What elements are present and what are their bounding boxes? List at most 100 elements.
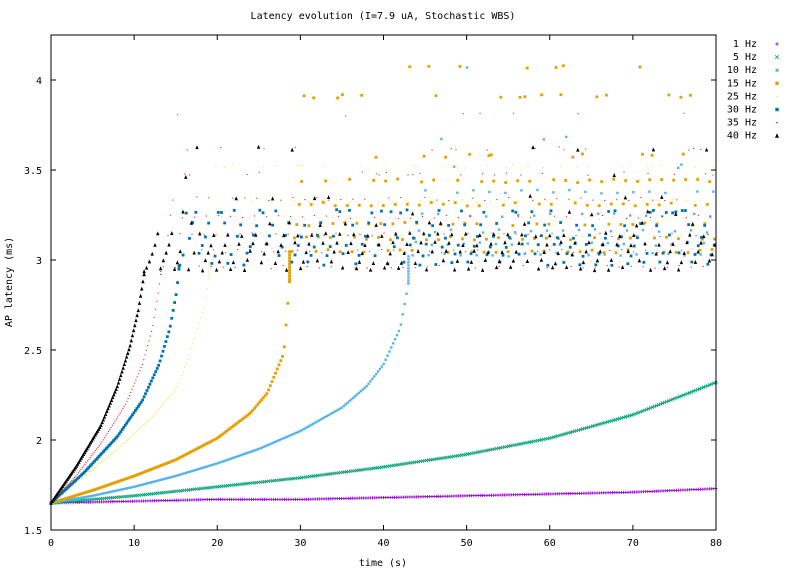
data-point [293, 432, 296, 435]
data-point [79, 470, 81, 472]
data-point [230, 425, 234, 429]
data-point [274, 440, 277, 444]
data-point [100, 443, 102, 445]
data-point [702, 241, 705, 245]
data-point [587, 166, 589, 168]
data-point [72, 484, 75, 486]
data-point [116, 480, 120, 484]
data-point [587, 240, 591, 245]
data-point [362, 250, 366, 254]
data-point [172, 267, 177, 271]
data-point [648, 210, 652, 214]
data-point [407, 273, 410, 276]
data-point [508, 236, 511, 239]
data-point [191, 221, 195, 224]
data-point [340, 198, 342, 200]
data-point [331, 411, 334, 415]
data-point [524, 234, 527, 238]
data-point [618, 233, 622, 238]
data-point [559, 221, 563, 224]
data-point [210, 262, 214, 265]
data-point [374, 222, 378, 227]
data-point [118, 488, 121, 492]
data-point [172, 199, 174, 201]
data-point [321, 201, 325, 204]
data-point [570, 265, 572, 267]
data-point [710, 218, 713, 220]
data-point [381, 248, 383, 250]
data-point [582, 267, 584, 269]
data-point [514, 217, 517, 219]
data-point [696, 218, 699, 220]
data-point [251, 201, 253, 203]
data-point [341, 252, 345, 256]
data-point [83, 465, 85, 467]
data-point [64, 488, 67, 492]
data-point [290, 218, 293, 220]
data-point [496, 199, 498, 201]
data-point [395, 333, 399, 337]
data-point [132, 411, 136, 415]
data-point [293, 199, 295, 201]
data-point [707, 258, 712, 263]
data-point [539, 257, 544, 262]
data-point [145, 349, 147, 351]
data-point [699, 199, 701, 201]
data-point [482, 210, 486, 214]
data-point [175, 260, 180, 265]
data-point [316, 232, 318, 234]
data-point [774, 55, 780, 60]
data-point [229, 253, 233, 256]
data-point [535, 222, 539, 226]
data-point [677, 395, 681, 399]
data-point [451, 222, 455, 226]
data-point [657, 230, 661, 233]
data-point [258, 208, 262, 212]
data-point [148, 419, 150, 421]
data-point [223, 431, 227, 434]
data-point [549, 202, 553, 206]
data-point [325, 215, 328, 217]
data-point [612, 212, 616, 215]
data-point [444, 236, 447, 240]
data-point [68, 482, 70, 484]
data-point [573, 200, 575, 202]
data-point [96, 486, 100, 490]
data-point [481, 231, 485, 234]
data-point [99, 423, 103, 427]
data-point [126, 439, 128, 441]
y-tick-label: 2.5 [24, 346, 42, 357]
data-point [636, 411, 640, 415]
data-point [511, 258, 516, 263]
data-point [597, 252, 599, 254]
data-point [486, 149, 488, 151]
data-point [299, 234, 301, 236]
data-point [590, 248, 594, 252]
data-point [658, 402, 663, 406]
data-point [407, 270, 410, 273]
data-point [164, 250, 168, 255]
data-point [158, 408, 160, 410]
data-point [58, 498, 62, 502]
data-point [330, 266, 332, 268]
data-point [221, 432, 225, 436]
data-point [371, 261, 376, 265]
data-point [176, 386, 178, 388]
data-point [478, 233, 482, 238]
data-point [163, 462, 167, 466]
data-point [352, 232, 356, 237]
data-point [685, 391, 690, 396]
data-point [112, 481, 116, 485]
data-point [170, 459, 174, 463]
data-point [587, 174, 589, 176]
data-point [288, 274, 291, 277]
data-point [125, 477, 128, 481]
data-point [270, 380, 274, 383]
data-point [484, 233, 486, 235]
data-point [208, 271, 210, 273]
data-point [342, 404, 345, 408]
data-point [137, 429, 139, 431]
data-point [374, 155, 378, 159]
data-point [229, 215, 232, 217]
data-point [523, 252, 526, 256]
